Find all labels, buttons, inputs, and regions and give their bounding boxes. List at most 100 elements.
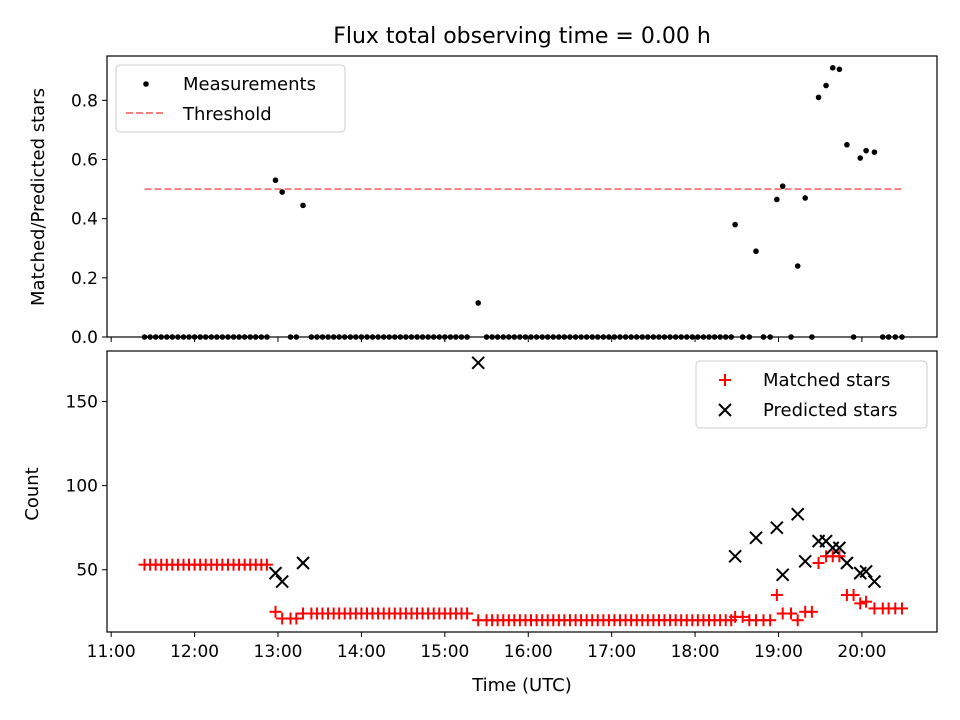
ratio-panel: 0.00.20.40.60.8 Matched/Predicted stars … [28, 55, 938, 348]
measurement-point [272, 177, 279, 184]
predicted-star-point [268, 566, 283, 580]
matched-star-point [736, 610, 749, 623]
predicted-star-mark-b [275, 574, 289, 589]
x-tick-label: 11:00 [87, 642, 136, 662]
measurement-point [753, 248, 759, 255]
x-tick-label: 20:00 [837, 642, 886, 662]
count-y-tick-label: 150 [66, 392, 98, 412]
measurement-point [829, 65, 836, 71]
count-y-tick-label: 50 [76, 561, 98, 581]
predicted-star-mark-b [867, 574, 882, 589]
count-legend-box [695, 360, 928, 429]
predicted-star-point [749, 531, 763, 545]
measurements-legend-marker [143, 81, 149, 87]
measurement-point [779, 183, 786, 189]
matched-star-point [847, 588, 860, 601]
measurement-point [815, 94, 822, 101]
measurement-point [794, 263, 801, 269]
measurement-point [871, 149, 878, 155]
x-tick-label: 19:00 [754, 642, 803, 662]
ratio-marks [141, 65, 905, 340]
count-marks [138, 356, 908, 627]
predicted-star-point [798, 554, 812, 569]
ratio-y-tick-label: 0.0 [71, 328, 98, 348]
predicted-star-point [770, 520, 784, 535]
ratio-y-tick-label: 0.4 [71, 210, 98, 230]
predicted-star-point [296, 556, 310, 570]
measurement-point [802, 195, 809, 201]
matched-star-point [770, 588, 783, 601]
measurement-point [732, 221, 738, 228]
measurement-point [857, 155, 864, 161]
measurement-point [836, 66, 843, 73]
x-tick-label: 12:00 [170, 642, 219, 662]
measurement-point [279, 189, 285, 195]
predicted-star-mark-b [296, 556, 310, 570]
x-tick-label: 14:00 [337, 642, 386, 662]
matched-star-point [860, 595, 873, 608]
ratio-y-tick-label: 0.6 [71, 151, 98, 171]
predicted-star-mark-b [819, 534, 833, 548]
measurement-point [475, 300, 482, 306]
matched-star-point [290, 612, 303, 625]
predicted-star-mark-b [268, 566, 283, 580]
matched-star-point [461, 607, 474, 620]
threshold-legend-label: Threshold [182, 104, 272, 125]
predicted-star-point [859, 564, 873, 579]
matched-star-point [805, 605, 818, 618]
matched-star-point [791, 614, 804, 627]
ratio-legend-box [115, 64, 346, 133]
count-panel: 50 100 150 11:00 12:00 13:00 14:00 15:00 16:00 17… [22, 350, 938, 696]
predicted-legend-marker [718, 403, 732, 417]
measurement-point [300, 202, 306, 209]
ratio-y-tick-label: 0.8 [71, 91, 98, 111]
chart-title: Flux total observing time = 0.00 h [333, 24, 711, 49]
measurement-point [863, 147, 869, 154]
matched-legend-label: Matched stars [763, 370, 890, 391]
predicted-star-point [728, 549, 742, 563]
count-legend: Matched stars Predicted stars [695, 360, 928, 429]
predicted-star-mark-b [832, 541, 847, 555]
predicted-star-mark-b [798, 554, 812, 569]
matched-star-point [812, 557, 825, 570]
predicted-star-point [790, 507, 805, 521]
predicted-star-point [275, 574, 289, 589]
matched-star-point [785, 607, 798, 620]
predicted-star-mark-b [840, 556, 854, 570]
predicted-star-mark-b [749, 531, 763, 545]
predicted-star-point [832, 541, 847, 555]
x-tick-label: 18:00 [671, 642, 720, 662]
count-y-axis-label: Count [22, 467, 43, 520]
matched-star-point [854, 597, 867, 610]
predicted-star-mark-b [859, 564, 873, 579]
matched-legend-marker [719, 374, 731, 386]
matched-star-point [260, 558, 273, 571]
matched-star-point [269, 605, 282, 618]
predicted-star-point [867, 574, 882, 589]
x-tick-label: 15:00 [420, 642, 469, 662]
predicted-star-mark-b [770, 520, 784, 535]
ratio-plot-frame [106, 55, 938, 338]
x-axis-label: Time (UTC) [471, 675, 572, 696]
matched-star-point [833, 550, 846, 563]
predicted-star-mark-b [728, 549, 742, 563]
ratio-y-axis-label: Matched/Predicted stars [28, 88, 49, 306]
count-axis-layer: 50 100 150 11:00 12:00 13:00 14:00 15:00 16:00 17… [66, 392, 887, 662]
count-plot-frame [106, 350, 938, 633]
predicted-legend-label: Predicted stars [763, 400, 897, 421]
measurement-point [823, 82, 829, 89]
measurements-legend-label: Measurements [183, 74, 316, 95]
predicted-star-point [840, 556, 854, 570]
measurement-point [844, 141, 850, 148]
x-tick-label: 17:00 [587, 642, 636, 662]
count-y-tick-label: 100 [66, 477, 98, 497]
matched-star-point [764, 614, 777, 627]
predicted-star-mark-b [790, 507, 805, 521]
x-tick-label: 16:00 [504, 642, 553, 662]
predicted-star-point [775, 568, 790, 582]
matched-star-point [895, 602, 908, 615]
measurement-point [774, 196, 780, 203]
ratio-axis-layer: 0.0 0.2 0.4 0.6 0.8 [71, 91, 863, 348]
predicted-star-point [471, 356, 485, 370]
